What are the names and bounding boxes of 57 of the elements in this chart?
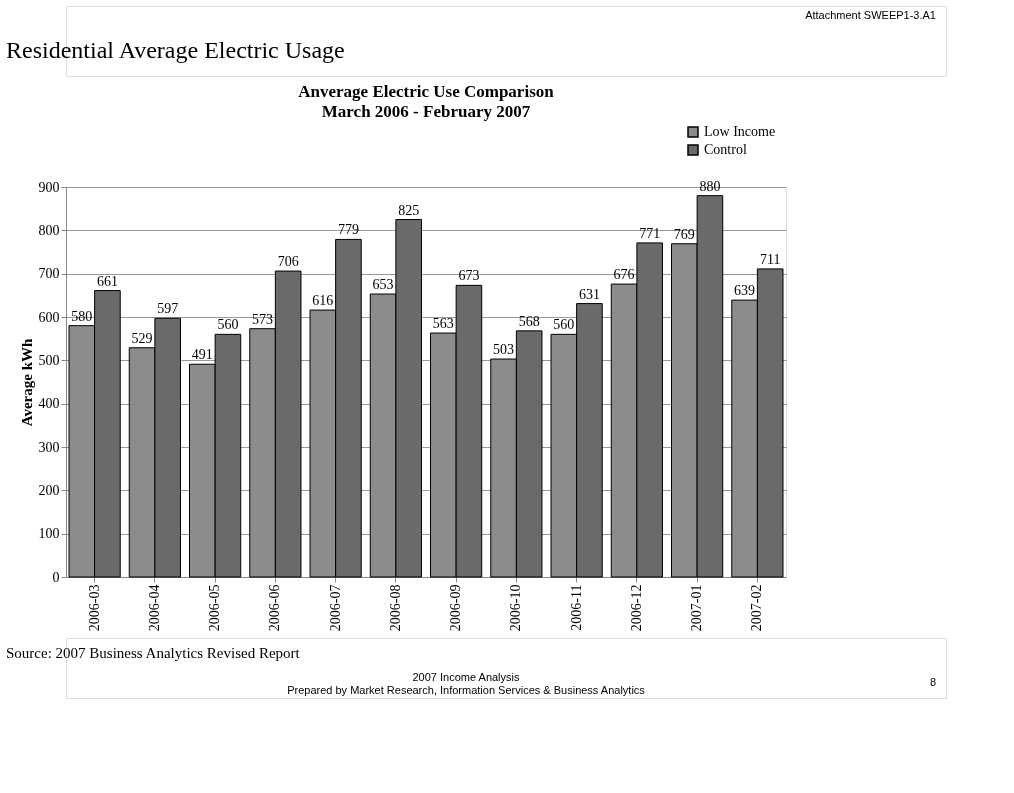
x-tick-label: 2006-10 xyxy=(508,584,524,632)
data-label: 503 xyxy=(493,342,515,358)
x-tick-label: 2006-07 xyxy=(327,584,343,632)
text: Prepared by Market Research, Information Services & Business Analytics xyxy=(287,684,646,696)
x-tick-label: 2007-01 xyxy=(689,584,705,632)
data-label: 529 xyxy=(131,330,153,346)
data-label: 639 xyxy=(734,283,756,299)
source-note: Source: 2007 Business Analytics Revised Report xyxy=(6,645,301,661)
y-tick-label: 100 xyxy=(38,526,60,542)
data-label: 711 xyxy=(759,251,781,267)
text: Attachment SWEEP1-3.A1 xyxy=(805,9,936,21)
data-label: 661 xyxy=(96,273,118,289)
text: Residential Average Electric Usage xyxy=(6,37,345,63)
data-label: 880 xyxy=(699,178,721,194)
x-tick-label: 2006-06 xyxy=(267,584,283,632)
x-tick-label: 2006-08 xyxy=(387,584,403,632)
data-label: 573 xyxy=(252,311,274,327)
chart-subtitle: March 2006 - February 2007 xyxy=(321,102,531,121)
data-label: 560 xyxy=(553,317,575,333)
y-tick-label: 600 xyxy=(38,309,60,325)
data-label: 676 xyxy=(613,267,635,283)
x-tick-label: 2006-11 xyxy=(568,584,584,631)
y-tick-label: 800 xyxy=(38,222,60,238)
x-tick-label: 2006-05 xyxy=(207,584,223,632)
data-label: 597 xyxy=(157,301,179,317)
data-label: 779 xyxy=(337,222,359,238)
data-label: 631 xyxy=(578,286,600,302)
x-tick-label: 2006-04 xyxy=(146,584,162,632)
x-tick-label: 2006-12 xyxy=(628,584,644,632)
chart-title: Anverage Electric Use Comparison xyxy=(298,82,555,101)
y-tick-label: 500 xyxy=(38,352,60,368)
legend-label: Control xyxy=(704,142,747,157)
y-tick-label: 400 xyxy=(38,396,60,412)
data-label: 825 xyxy=(398,202,420,218)
data-label: 673 xyxy=(458,268,480,284)
data-label: 491 xyxy=(191,347,213,363)
text: 8 xyxy=(929,676,936,688)
y-tick-label: 0 xyxy=(52,569,60,585)
data-label: 769 xyxy=(673,226,695,242)
data-label: 568 xyxy=(518,313,540,329)
data-label: 563 xyxy=(432,316,454,332)
data-label: 580 xyxy=(71,308,93,324)
data-label: 616 xyxy=(312,293,334,309)
y-tick-label: 700 xyxy=(38,266,60,282)
data-label: 706 xyxy=(277,254,299,270)
y-tick-label: 300 xyxy=(38,439,60,455)
text: 2007 Income Analysis xyxy=(412,671,520,683)
data-label: 560 xyxy=(217,317,239,333)
data-label: 771 xyxy=(639,225,661,241)
y-axis-title: Average kWh xyxy=(18,338,35,427)
y-tick-label: 200 xyxy=(38,482,60,498)
data-label: 653 xyxy=(372,277,394,293)
x-tick-label: 2007-02 xyxy=(749,584,765,632)
y-tick-label: 900 xyxy=(38,179,60,195)
x-tick-label: 2006-09 xyxy=(448,584,464,632)
legend-label: Low Income xyxy=(704,124,776,139)
x-tick-label: 2006-03 xyxy=(86,584,102,632)
